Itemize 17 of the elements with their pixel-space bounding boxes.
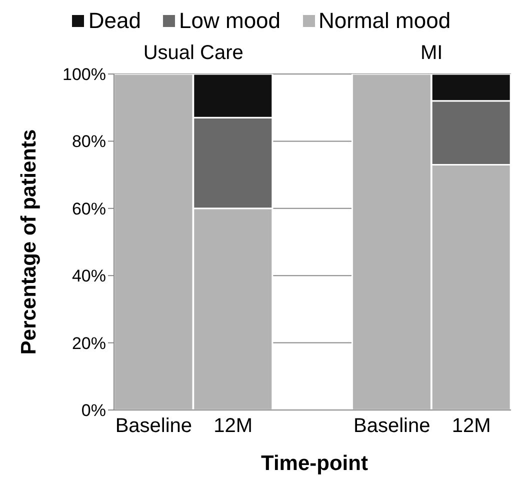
x-tick-label: Baseline	[115, 415, 192, 438]
y-tick-label: 20%	[72, 334, 106, 353]
x-tick-label: 12M	[452, 415, 491, 438]
y-tick-label: 40%	[72, 266, 106, 286]
x-tick-label: Baseline	[354, 415, 430, 438]
y-tick-label: 100%	[62, 65, 106, 84]
y-tick-label: 60%	[72, 199, 106, 218]
y-tick-label: 80%	[72, 132, 106, 152]
text: Normal mood	[318, 8, 451, 34]
x-tick-label: 12M	[214, 415, 253, 438]
text: Usual Care	[142, 42, 244, 65]
y-axis-title: Percentage of patients	[17, 129, 40, 355]
legend-label: Dead	[88, 8, 142, 34]
y-tick-label: 0%	[81, 401, 106, 420]
legend-label: Low mood	[179, 8, 281, 34]
x-axis-title: Time-point	[260, 451, 369, 477]
text: MI	[419, 42, 444, 65]
